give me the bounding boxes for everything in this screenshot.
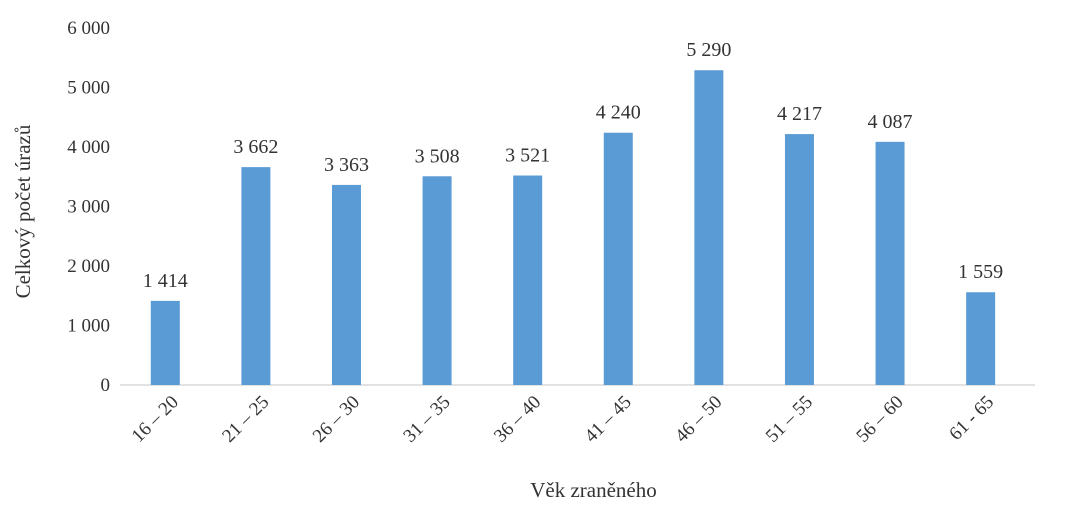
x-tick-label: 36 – 40: [490, 392, 545, 447]
y-axis-ticks: 0 1 000 2 000 3 000 4 000 5 000 6 000: [67, 18, 110, 396]
bar: [331, 184, 361, 385]
data-label: 3 363: [324, 154, 369, 176]
bar: [150, 300, 180, 385]
bar: [422, 176, 452, 385]
y-tick-label: 3 000: [67, 197, 110, 218]
x-tick-label: 26 – 30: [309, 392, 364, 447]
data-label: 3 508: [415, 145, 460, 167]
data-label: 4 240: [596, 102, 641, 124]
y-tick-label: 5 000: [67, 78, 110, 99]
y-tick-label: 6 000: [67, 18, 110, 39]
x-tick-label: 16 – 20: [128, 392, 183, 447]
bar: [784, 134, 814, 385]
x-tick-label: 61 - 65: [945, 392, 998, 445]
y-tick-label: 2 000: [67, 256, 110, 277]
data-label: 3 662: [233, 136, 278, 158]
x-tick-label: 31 – 35: [399, 392, 454, 447]
bar: [966, 292, 996, 385]
y-tick-label: 1 000: [67, 316, 110, 337]
y-tick-label: 4 000: [67, 137, 110, 158]
data-label: 1 414: [143, 270, 188, 292]
x-tick-label: 41 – 45: [581, 392, 636, 447]
bar: [875, 141, 905, 385]
data-label: 4 087: [868, 111, 913, 133]
x-tick-label: 21 – 25: [218, 392, 273, 447]
bar: [694, 70, 724, 386]
x-tick-label: 51 – 55: [762, 392, 817, 447]
bar: [513, 175, 543, 385]
bar: [603, 132, 633, 385]
data-label: 3 521: [505, 145, 550, 167]
data-labels: 1 414 3 662 3 363 3 508 3 521 4 240 5 290 4 217…: [143, 39, 1003, 292]
data-label: 1 559: [958, 261, 1003, 283]
bar: [241, 167, 271, 385]
x-axis-title: Věk zraněného: [530, 478, 657, 502]
y-tick-label: 0: [101, 375, 111, 396]
data-label: 5 290: [686, 39, 731, 61]
bars: [150, 70, 996, 386]
x-tick-label: 56 – 60: [852, 392, 907, 447]
x-tick-label: 46 – 50: [671, 392, 726, 447]
x-axis-ticks: 16 – 20 21 – 25 26 – 30 31 – 35 36 – 40 41 – …: [128, 392, 999, 447]
y-axis-title: Celkový počet úrazů: [11, 124, 35, 298]
data-label: 4 217: [777, 103, 822, 125]
